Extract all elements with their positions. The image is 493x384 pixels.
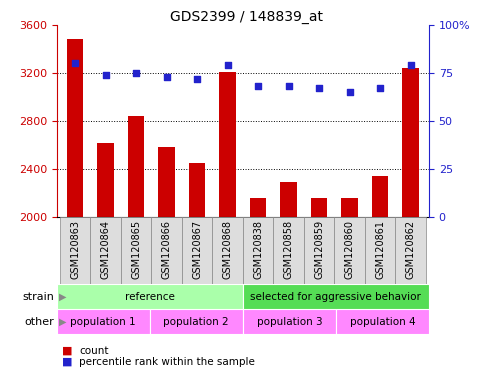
Point <box>346 89 353 95</box>
Text: GSM120863: GSM120863 <box>70 220 80 279</box>
Bar <box>150 309 243 334</box>
Text: GSM120866: GSM120866 <box>162 220 172 279</box>
Text: GSM120860: GSM120860 <box>345 220 354 279</box>
Point <box>193 76 201 82</box>
Bar <box>90 217 121 284</box>
Bar <box>336 309 429 334</box>
Text: population 2: population 2 <box>164 316 229 327</box>
Bar <box>60 217 90 284</box>
Bar <box>67 40 83 217</box>
Text: GSM120858: GSM120858 <box>283 220 293 280</box>
Text: population 3: population 3 <box>256 316 322 327</box>
Point <box>224 62 232 68</box>
Bar <box>243 309 336 334</box>
Text: ■: ■ <box>62 357 72 367</box>
Text: population 4: population 4 <box>350 316 415 327</box>
Text: GSM120862: GSM120862 <box>406 220 416 280</box>
Bar <box>128 116 144 217</box>
Text: percentile rank within the sample: percentile rank within the sample <box>79 357 255 367</box>
Bar <box>243 284 429 309</box>
Point <box>102 72 109 78</box>
Bar <box>182 217 212 284</box>
Text: GSM120868: GSM120868 <box>222 220 233 279</box>
Bar <box>97 142 114 217</box>
Text: GSM120859: GSM120859 <box>314 220 324 280</box>
Text: GSM120865: GSM120865 <box>131 220 141 280</box>
Bar <box>334 217 365 284</box>
Point <box>407 62 415 68</box>
Point <box>71 60 79 66</box>
Bar <box>365 217 395 284</box>
Point <box>254 83 262 89</box>
Text: strain: strain <box>22 291 54 302</box>
Bar <box>304 217 334 284</box>
Text: GSM120867: GSM120867 <box>192 220 202 280</box>
Bar <box>158 147 175 217</box>
Text: population 1: population 1 <box>70 316 136 327</box>
Bar <box>341 198 358 217</box>
Text: ■: ■ <box>62 346 72 356</box>
Point <box>284 83 292 89</box>
Bar <box>57 284 243 309</box>
Bar <box>249 198 266 217</box>
Text: reference: reference <box>125 291 175 302</box>
Bar <box>243 217 273 284</box>
Bar <box>395 217 426 284</box>
Point <box>376 85 384 91</box>
Text: GSM120864: GSM120864 <box>101 220 110 279</box>
Bar <box>121 217 151 284</box>
Text: GSM120838: GSM120838 <box>253 220 263 279</box>
Bar <box>273 217 304 284</box>
Text: GSM120861: GSM120861 <box>375 220 385 279</box>
Text: other: other <box>25 316 54 327</box>
Text: ▶: ▶ <box>59 291 67 302</box>
Bar <box>212 217 243 284</box>
Bar <box>151 217 182 284</box>
Bar <box>402 68 419 217</box>
Bar <box>189 163 206 217</box>
Text: selected for aggressive behavior: selected for aggressive behavior <box>250 291 422 302</box>
Bar <box>57 309 150 334</box>
Bar <box>372 176 388 217</box>
Point <box>132 70 140 76</box>
Text: count: count <box>79 346 108 356</box>
Point <box>315 85 323 91</box>
Bar <box>219 72 236 217</box>
Bar <box>280 182 297 217</box>
Point <box>163 74 171 80</box>
Text: ▶: ▶ <box>59 316 67 327</box>
Bar <box>311 198 327 217</box>
Text: GDS2399 / 148839_at: GDS2399 / 148839_at <box>170 10 323 23</box>
